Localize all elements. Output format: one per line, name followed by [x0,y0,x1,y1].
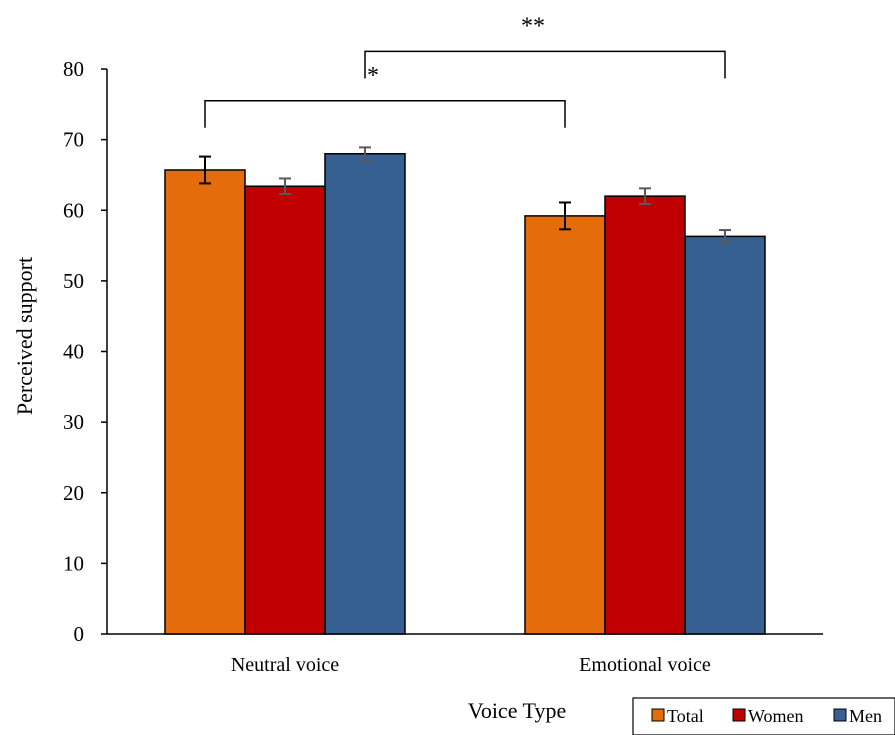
legend-frame [632,697,895,735]
significance-label-1: * [367,63,379,89]
y-tick-label-60: 60 [63,198,84,222]
bar-neutral-voice-total [164,169,246,635]
legend-label-women: Women [748,706,804,726]
plot-area: 0 10 20 30 40 50 60 70 80 Neutral voice Emotional … [63,13,823,676]
y-tick-label-20: 20 [63,481,84,505]
legend: Total Women Men [632,697,895,735]
y-tick-label-0: 0 [74,622,85,646]
error-bar-emotional-voice-men [719,229,731,244]
y-tick-label-10: 10 [63,551,84,575]
y-tick-label-40: 40 [63,340,84,364]
significance-label-2: ** [521,13,545,39]
x-category-label: Neutral voice [231,654,339,676]
y-axis-title: Perceived support [12,257,37,415]
significance-bracket-2 [364,50,726,79]
y-tick-label-80: 80 [63,57,84,81]
bar-emotional-voice-men [684,235,766,635]
legend-swatch-total [651,708,665,722]
bar-neutral-voice-men [324,153,406,635]
x-axis-title: Voice Type [468,698,566,723]
legend-swatch-women [732,708,746,722]
legend-label-men: Men [849,706,882,726]
error-bar-emotional-voice-women [639,187,651,205]
error-bar-neutral-voice-men [359,146,371,162]
error-bar-neutral-voice-total [199,155,211,185]
legend-swatch-men [833,708,847,722]
bar-emotional-voice-women [604,195,686,635]
error-bar-neutral-voice-women [279,177,291,196]
x-category-label: Emotional voice [579,654,711,676]
y-tick-label-50: 50 [63,269,84,293]
error-bar-emotional-voice-total [559,201,571,231]
significance-bracket-1 [204,100,566,128]
y-tick-label-70: 70 [63,128,84,152]
bar-emotional-voice-total [524,215,606,635]
y-tick-label-30: 30 [63,410,84,434]
legend-label-total: Total [667,706,704,726]
bar-neutral-voice-women [244,185,326,635]
